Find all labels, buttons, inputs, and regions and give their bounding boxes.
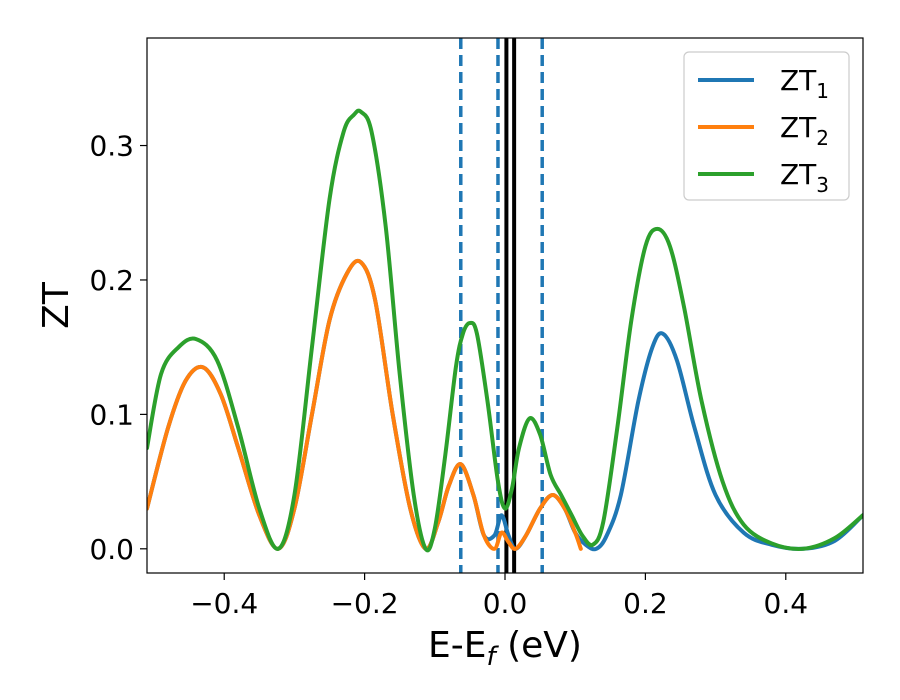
x-tick-label: 0.2 [623, 587, 668, 620]
x-tick-label: −0.4 [190, 587, 258, 620]
x-axis-label: E-Ef (eV) [428, 625, 582, 672]
y-axis: 0.0 0.1 0.2 0.3 [89, 130, 147, 566]
y-axis-label: ZT [36, 281, 77, 329]
y-tick-label: 0.0 [89, 533, 134, 566]
legend-label-zt1: ZT1 [780, 64, 829, 103]
series-line-zt3 [147, 108, 863, 553]
x-axis-label-main: E-E [428, 625, 486, 666]
series-layer [147, 108, 863, 553]
x-tick-label: 0.0 [483, 587, 528, 620]
x-tick-label: 0.4 [764, 587, 809, 620]
legend-label-zt3: ZT3 [780, 158, 829, 197]
legend-box [683, 51, 850, 201]
x-axis: −0.4 −0.2 0.0 0.2 0.4 [190, 573, 808, 620]
legend: ZT1 ZT2 ZT3 [683, 51, 850, 201]
y-tick-label: 0.2 [89, 264, 134, 297]
x-tick-label: −0.2 [331, 587, 399, 620]
legend-label-zt2: ZT2 [780, 111, 829, 150]
x-axis-label-unit: (eV) [496, 625, 582, 666]
y-tick-label: 0.3 [89, 130, 134, 163]
y-tick-label: 0.1 [89, 398, 134, 431]
series-line-zt2 [147, 258, 583, 551]
